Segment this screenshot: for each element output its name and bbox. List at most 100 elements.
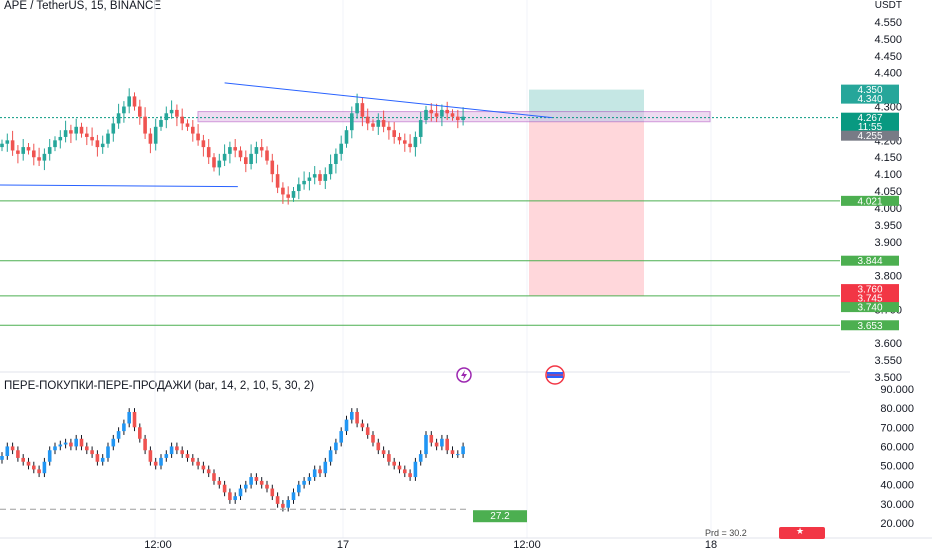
price-label-text: 4.021 xyxy=(857,196,882,207)
time-tick-label: 12:00 xyxy=(144,539,172,550)
candle-body xyxy=(138,106,142,117)
indicator-bar xyxy=(418,454,423,462)
indicator-bar xyxy=(376,442,381,451)
indicator-bar xyxy=(164,454,169,458)
candle-body xyxy=(307,177,312,181)
indicator-bar xyxy=(175,446,179,451)
price-label-text: 4.267 xyxy=(857,113,882,124)
flag-icon[interactable] xyxy=(779,526,825,539)
indicator-tick-label: 50.000 xyxy=(880,461,914,473)
indicator-axis: 90.000 80.000 70.000 60.000 50.000 40.000 30.0… xyxy=(880,384,914,530)
candle-body xyxy=(53,140,57,148)
candle-body xyxy=(318,174,322,181)
candle-body xyxy=(297,184,301,192)
candle-body xyxy=(26,147,31,151)
indicator-bar xyxy=(297,484,301,493)
candle-body xyxy=(85,133,89,137)
candles xyxy=(0,88,465,205)
indicator-tick-label: 70.000 xyxy=(880,422,914,434)
lightning-icon[interactable] xyxy=(456,367,472,383)
candle-body xyxy=(32,150,36,158)
trendline xyxy=(0,184,238,188)
calendar-icon[interactable] xyxy=(545,365,565,385)
candle-body xyxy=(153,126,158,144)
candle-body xyxy=(254,147,259,154)
indicator-bar xyxy=(355,411,359,424)
candle-body xyxy=(281,187,285,195)
price-label-text: 3.740 xyxy=(857,303,882,314)
indicator-bar xyxy=(196,461,200,466)
price-tick-label: 4.150 xyxy=(874,152,902,164)
candle-body xyxy=(445,109,449,114)
candle-body xyxy=(461,116,465,121)
indicator-tick-label: 30.000 xyxy=(880,499,914,511)
threshold-badge xyxy=(473,510,527,523)
price-tick-label: 4.550 xyxy=(874,17,902,29)
price-tick-label: 3.550 xyxy=(874,355,902,367)
candle-body xyxy=(5,140,10,144)
candle-body xyxy=(344,130,349,144)
candle-body xyxy=(122,106,126,114)
candle-body xyxy=(413,136,418,148)
candle-body xyxy=(191,126,195,134)
price-tick-label: 3.900 xyxy=(874,237,902,249)
indicator-bar xyxy=(58,444,63,447)
indicator-bar xyxy=(403,469,407,474)
price-label-badge xyxy=(841,284,899,295)
indicator-tick-label: 40.000 xyxy=(880,480,914,492)
candle-body xyxy=(212,157,216,168)
price-label-badge xyxy=(841,320,899,331)
indicator-tick-label: 20.000 xyxy=(880,518,914,530)
candle-body xyxy=(47,147,52,154)
candle-body xyxy=(429,109,434,114)
candle-body xyxy=(10,140,15,151)
price-label-text: 3.844 xyxy=(857,256,882,267)
price-label-badge xyxy=(841,195,899,206)
indicator-tick-label: 60.000 xyxy=(880,441,914,453)
candle-body xyxy=(100,143,105,148)
indicator-bar xyxy=(360,423,365,428)
indicator-bar xyxy=(233,496,237,501)
price-label-badge xyxy=(841,121,899,132)
indicator-bar xyxy=(238,488,243,497)
candle-body xyxy=(111,123,116,134)
indicator-bar xyxy=(228,492,232,501)
candle-body xyxy=(69,130,73,134)
indicator-bar xyxy=(26,461,31,466)
candle-body xyxy=(440,109,444,117)
indicator-bar xyxy=(85,446,89,451)
candle-body xyxy=(286,194,290,198)
candle-body xyxy=(37,157,41,161)
candle-body xyxy=(90,136,94,141)
indicator-bar xyxy=(275,496,280,504)
indicator-bar xyxy=(302,480,306,485)
indicator-bar xyxy=(344,419,349,432)
price-tick-label: 3.950 xyxy=(874,220,902,232)
indicator-bar xyxy=(16,450,20,458)
indicator-tick-label: 80.000 xyxy=(880,403,914,415)
indicator-bar xyxy=(138,427,142,439)
price-label-text: 4.340 xyxy=(857,94,882,105)
indicator-bar xyxy=(74,438,78,447)
indicator-bar xyxy=(387,454,391,462)
indicator-bar xyxy=(212,473,216,481)
chart-title: APE / TetherUS, 15, BINANCE xyxy=(4,0,162,12)
price-label-badge xyxy=(841,130,899,141)
price-label-badge xyxy=(841,93,899,104)
indicator-bar xyxy=(69,442,73,447)
candle-body xyxy=(291,191,296,198)
candle-body xyxy=(339,143,343,154)
candle-body xyxy=(371,123,375,127)
candle-body xyxy=(206,147,211,158)
candle-body xyxy=(312,174,317,178)
price-tick-label: 4.500 xyxy=(874,34,902,46)
candle-body xyxy=(164,113,169,121)
indicator-bars: 27.2 xyxy=(0,408,527,523)
candle-body xyxy=(222,153,227,161)
candle-body xyxy=(63,130,68,137)
indicator-bar xyxy=(148,450,153,462)
indicator-bar xyxy=(106,446,110,458)
indicator-bar xyxy=(440,438,444,447)
